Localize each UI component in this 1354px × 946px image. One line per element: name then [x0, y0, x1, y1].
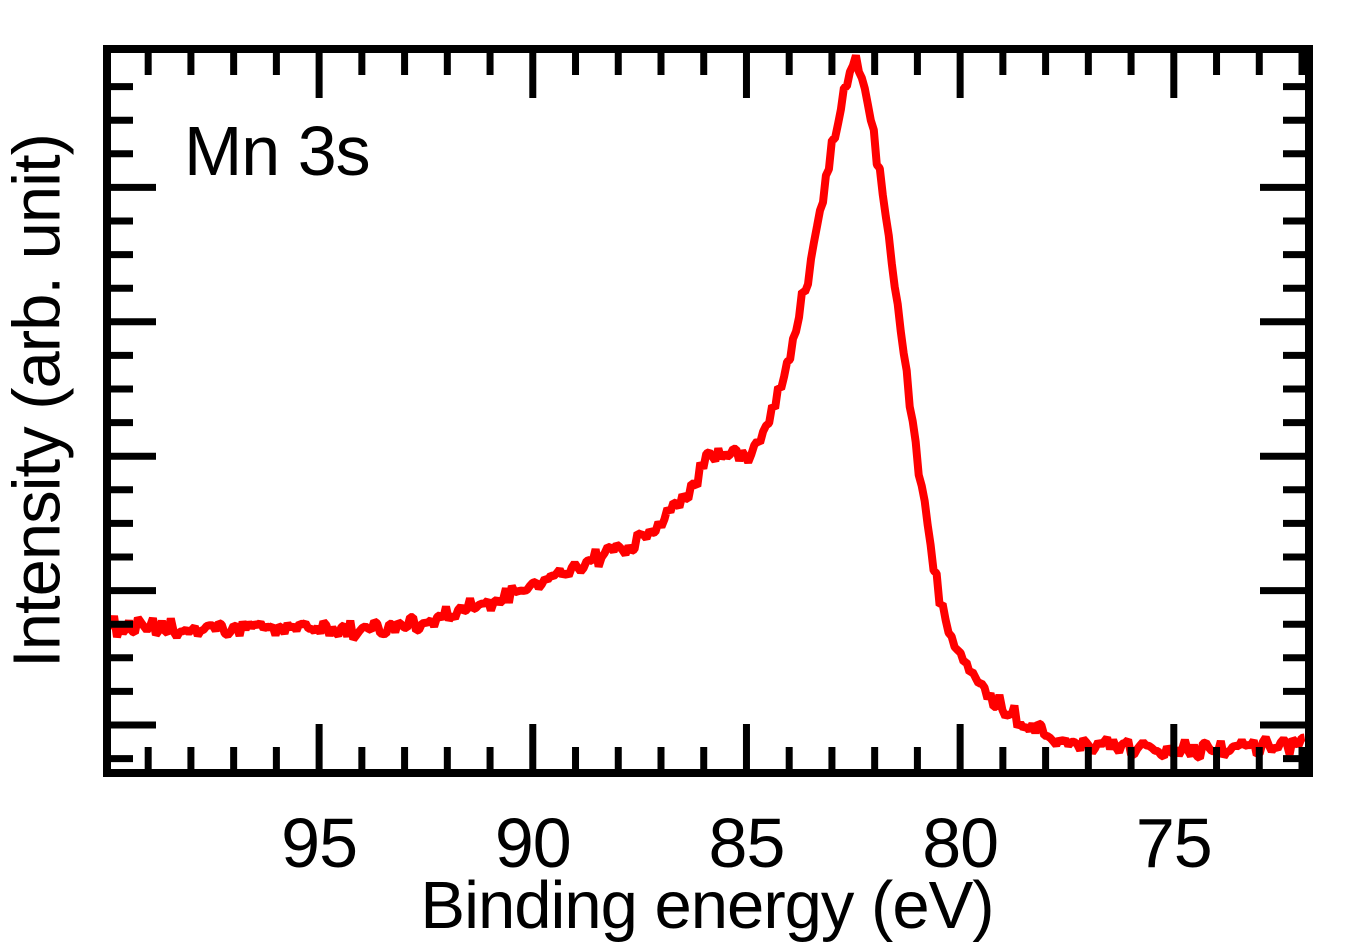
x-tick-label: 95 [281, 804, 358, 882]
y-ticks [107, 83, 1309, 763]
x-tick-label: 90 [494, 804, 572, 882]
plot-title: Mn 3s [184, 112, 371, 190]
y-axis-label: Intensity (arb. unit) [0, 134, 75, 668]
spectrum-curve [107, 54, 1306, 762]
x-tick-label: 85 [708, 804, 786, 882]
x-tick-label: 80 [922, 804, 999, 882]
x-tick-label: 75 [1135, 804, 1213, 882]
plot-border [103, 45, 1313, 777]
x-axis-label: Binding energy (eV) [420, 868, 994, 943]
x-ticks [144, 49, 1306, 773]
